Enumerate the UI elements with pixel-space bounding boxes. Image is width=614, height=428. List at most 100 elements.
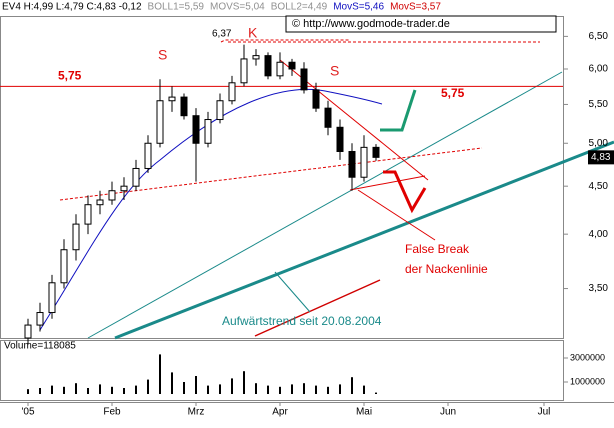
annotation: Aufwärtstrend seit 20.08.2004 — [222, 314, 382, 328]
volume-bar — [351, 377, 353, 394]
volume-tick-label: 1000000 — [570, 376, 605, 386]
volume-bar — [195, 376, 197, 394]
candle-body — [168, 96, 176, 102]
candle-body — [288, 61, 296, 70]
candle-body — [228, 82, 236, 102]
candle-body — [60, 249, 68, 284]
volume-bar — [375, 392, 377, 394]
candle-body — [84, 204, 92, 225]
candle-body — [276, 61, 284, 77]
x-tick-label: '05 — [21, 407, 34, 418]
y-tick-label: 3,50 — [589, 283, 609, 294]
volume-bar — [231, 378, 233, 394]
candle-body — [48, 282, 56, 314]
candle-body — [240, 58, 248, 84]
volume-bar — [303, 383, 305, 394]
volume-bar — [99, 384, 101, 394]
x-tick-label: Feb — [103, 407, 121, 418]
annotation: S — [158, 47, 167, 63]
candle-body — [120, 185, 128, 192]
y-tick-label: 5,50 — [589, 99, 609, 110]
volume-bar — [207, 385, 209, 394]
neckline — [59, 147, 483, 201]
candle-body — [216, 100, 224, 121]
annotation: K — [248, 25, 258, 41]
candle-body — [96, 199, 104, 206]
volume-bar — [255, 383, 257, 394]
candle-body — [324, 107, 332, 128]
last-price-box — [588, 150, 614, 165]
candle-body — [24, 324, 32, 339]
candle-body — [348, 150, 356, 178]
volume-bar — [267, 385, 269, 394]
volume-bar — [39, 388, 41, 394]
annotation: 6,37 — [212, 29, 232, 40]
candle-body — [36, 312, 44, 326]
indicator: MovS=5,46 — [333, 2, 384, 13]
top-line — [220, 39, 540, 43]
y-tick-label: 6,50 — [589, 31, 609, 42]
volume-bar — [171, 372, 173, 394]
volume-tick-label: 3000000 — [570, 352, 605, 362]
candle-body — [312, 89, 320, 109]
volume-bar — [279, 386, 281, 394]
indicator: BOLL2=4,49 — [271, 2, 328, 13]
trend-line — [114, 140, 614, 340]
volume-bar — [339, 384, 341, 394]
candle-body — [144, 142, 152, 169]
volume-bar — [75, 383, 77, 394]
candle-body — [336, 126, 344, 152]
arrow-down — [383, 170, 427, 214]
candle-body — [372, 146, 380, 158]
volume-bar — [159, 354, 161, 394]
volume-bar — [51, 385, 53, 394]
volume-bar — [219, 384, 221, 394]
annotation: der Nackenlinie — [405, 262, 488, 276]
y-tick-label: 4,00 — [589, 229, 609, 240]
volume-bar — [123, 388, 125, 394]
indicator: BOLL1=5,59 — [148, 2, 205, 13]
candle-body — [132, 167, 140, 187]
pointer — [274, 271, 311, 313]
candle-body — [108, 190, 116, 201]
indicator: EV4 H:4,99 L:4,79 C:4,83 -0,12 — [2, 2, 142, 13]
volume-bar — [87, 388, 89, 394]
volume-frame — [0, 340, 564, 401]
candle-body — [180, 96, 188, 117]
candle-body — [156, 100, 164, 144]
triangle-line — [349, 175, 426, 191]
x-tick-label: Apr — [272, 407, 288, 418]
candle-body — [204, 119, 212, 144]
candle-body — [192, 115, 200, 144]
volume-label: Volume=118085 — [4, 341, 76, 352]
x-tick-label: Mrz — [188, 407, 205, 418]
source-box — [285, 15, 557, 33]
candle-body — [360, 146, 368, 178]
trend-line-thin — [87, 71, 563, 339]
moving-average — [254, 279, 381, 337]
source: © http://www.godmode-trader.de — [292, 18, 450, 30]
candle-body — [300, 68, 308, 91]
x-tick-label: Jun — [440, 407, 456, 418]
volume-bar — [111, 386, 113, 394]
level-label: 5,75 — [58, 68, 82, 82]
plot-frame — [0, 16, 564, 339]
candle-body — [72, 223, 80, 251]
y-tick-label: 5,00 — [589, 138, 609, 149]
volume-bar — [291, 384, 293, 394]
annotation: False Break — [405, 242, 470, 256]
volume-bar — [327, 386, 329, 394]
last-price-label: 4,83 — [591, 152, 611, 163]
volume-bar — [243, 371, 245, 394]
y-tick-label: 6,00 — [589, 64, 609, 75]
volume-bar — [63, 386, 65, 394]
candle-body — [252, 55, 260, 60]
pointer — [357, 189, 436, 241]
indicator: MovS=3,57 — [390, 2, 441, 13]
annotation: S — [330, 63, 339, 79]
volume-bar — [147, 379, 149, 394]
volume-bar — [363, 385, 365, 394]
